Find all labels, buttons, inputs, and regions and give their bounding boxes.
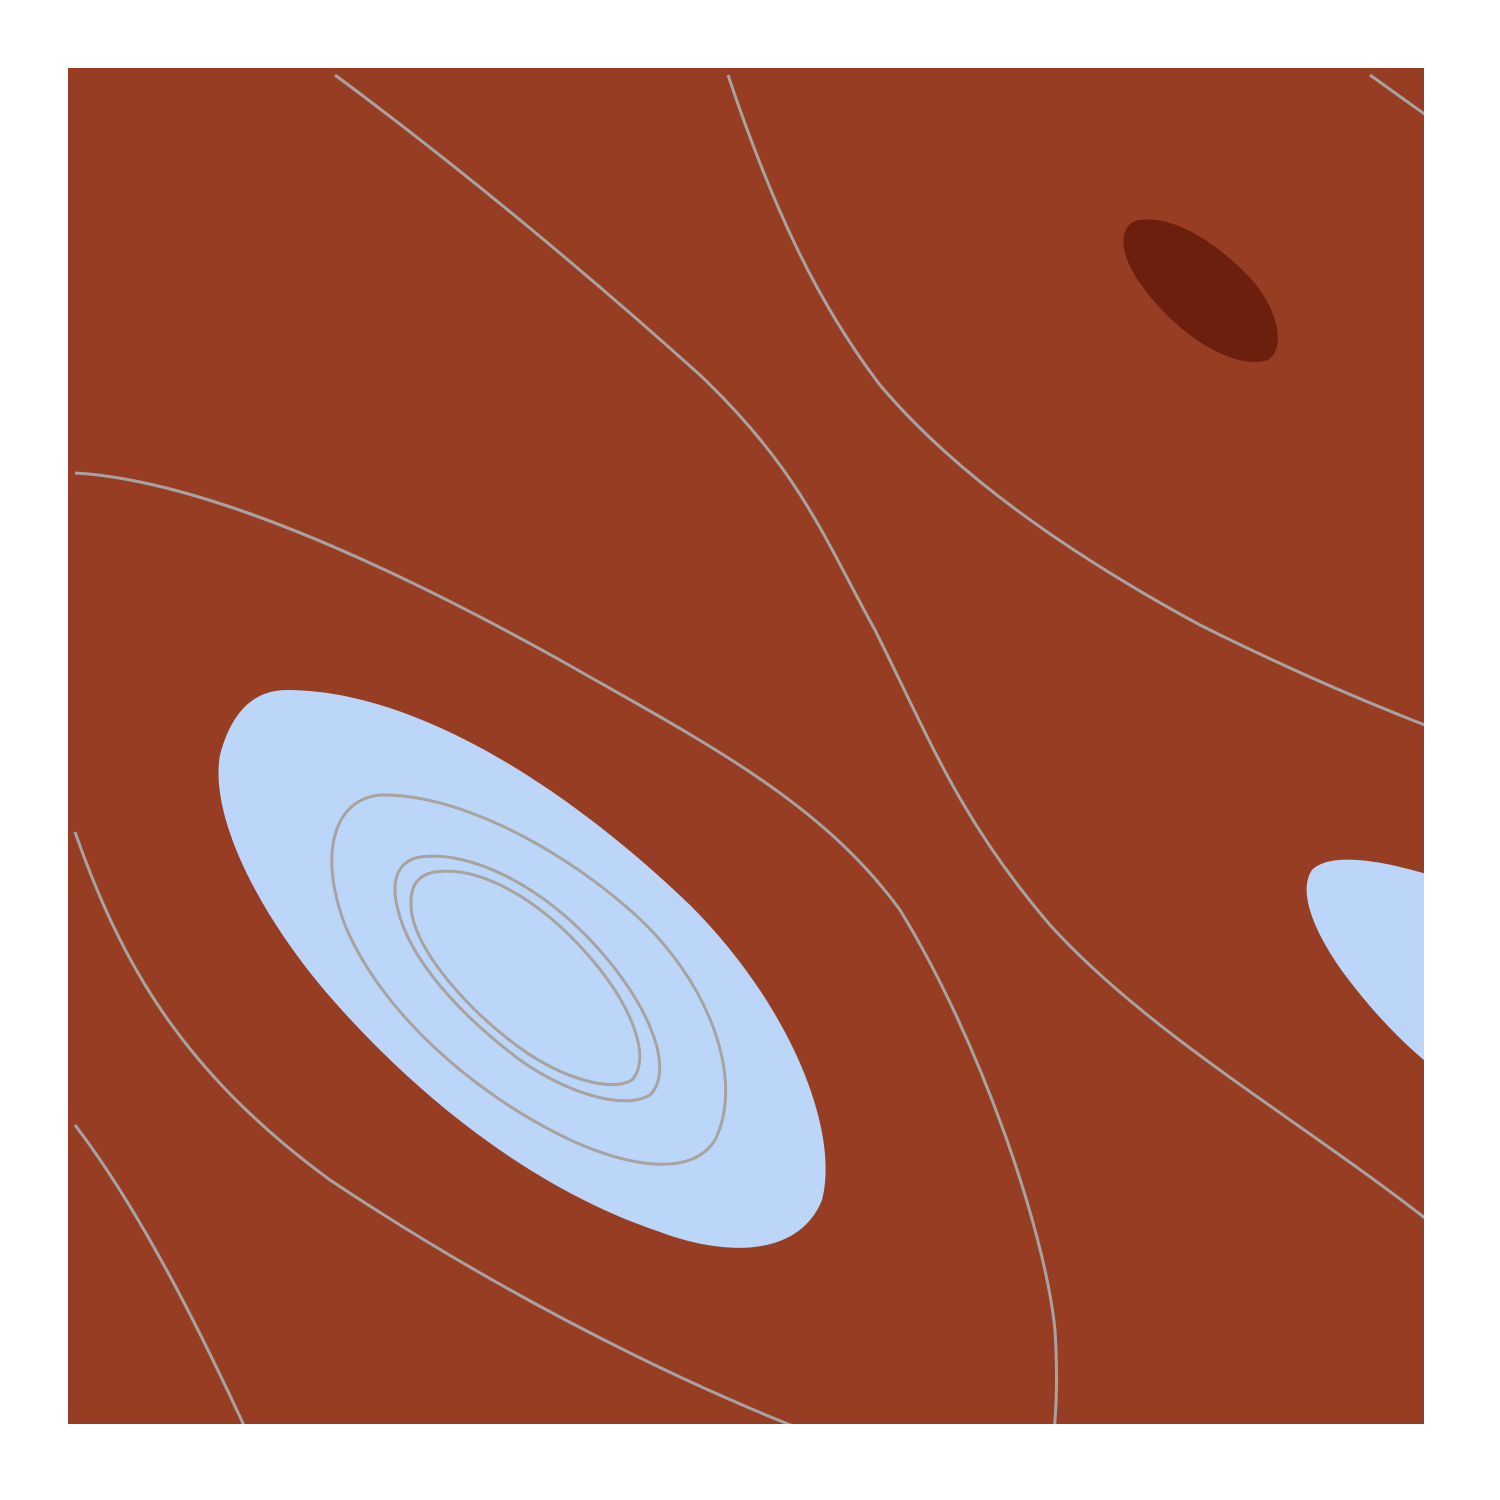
contour-line [73, 1124, 245, 1424]
high-region-top-right [1123, 219, 1278, 363]
filled-regions-group [218, 219, 1424, 1248]
contour-line [73, 831, 792, 1424]
contour-line [393, 854, 662, 1103]
contour-line [726, 74, 1424, 727]
contour-line [330, 793, 728, 1166]
contour-lines-group [73, 73, 1432, 1424]
low-region-right-edge [1306, 859, 1424, 1061]
contour-line [1430, 1222, 1432, 1224]
contour-line [409, 869, 642, 1087]
contour-line [1369, 73, 1424, 116]
contour-line [334, 73, 1424, 1220]
low-region-left-center [218, 690, 826, 1248]
contour-line [74, 471, 1059, 1424]
